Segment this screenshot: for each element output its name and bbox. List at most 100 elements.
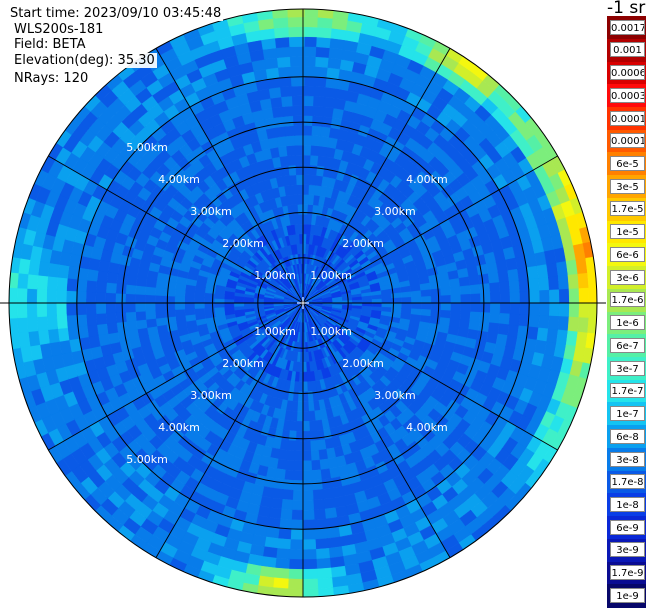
data-bin (65, 301, 77, 316)
range-ring-label: 2.00km (222, 237, 264, 250)
data-bin (292, 115, 305, 126)
data-bin (301, 549, 317, 560)
azimuth-spoke (302, 155, 558, 304)
data-bin (85, 312, 98, 326)
data-bin (314, 548, 331, 560)
data-bin (499, 302, 511, 316)
data-bin (95, 312, 107, 325)
colorbar-cell: 1e-8 (607, 493, 646, 517)
data-bin (519, 290, 531, 305)
data-bin (46, 314, 58, 331)
data-bin (154, 309, 166, 319)
data-bin (56, 288, 67, 304)
data-bin (115, 301, 126, 314)
colorbar-tick-label: 0.0006 (610, 65, 645, 81)
data-bin (289, 56, 305, 67)
azimuth-spoke (155, 48, 304, 304)
colorbar-cell: 1e-9 (607, 584, 646, 608)
data-bin (289, 46, 305, 57)
data-bin (75, 301, 87, 316)
data-bin (36, 301, 48, 318)
data-bin (302, 75, 317, 87)
data-bin (294, 144, 304, 156)
data-bin (314, 557, 332, 570)
range-ring-label: 2.00km (342, 357, 384, 370)
start-time-label: Start time: 2023/09/10 03:45:48 (8, 6, 224, 21)
azimuth-spoke (302, 302, 451, 558)
range-ring-label: 1.00km (310, 269, 352, 282)
data-bin (56, 313, 68, 330)
data-bin (145, 309, 157, 320)
data-bin (290, 65, 305, 77)
data-bin (288, 539, 304, 550)
range-ring-label: 2.00km (342, 237, 384, 250)
colorbar: 0.0017 0.001 0.0006 0.0003 0.00017 0.0001 6e-5… (606, 16, 647, 608)
colorbar-cell: 0.0017 (607, 16, 646, 40)
instrument-label: WLS200s-181 (12, 22, 106, 37)
data-bin (286, 578, 304, 590)
data-bin (274, 36, 292, 49)
colorbar-tick-label: 1.7e-6 (610, 292, 645, 308)
colorbar-cell: 3e-5 (607, 175, 646, 199)
data-bin (36, 287, 48, 304)
data-bin (577, 272, 590, 291)
data-bin (302, 450, 312, 462)
range-ring-label: 4.00km (158, 173, 200, 186)
colorbar-tick-label: 3e-7 (610, 360, 645, 376)
colorbar-cell: 0.0001 (607, 129, 646, 153)
colorbar-cell: 6e-7 (607, 334, 646, 358)
data-bin (75, 289, 87, 304)
data-bin (105, 311, 117, 324)
data-bin (508, 280, 521, 294)
data-bin (273, 26, 291, 39)
colorbar-cell: 1.7e-5 (607, 197, 646, 222)
colorbar-tick-label: 1.7e-8 (610, 474, 645, 490)
data-bin (16, 301, 28, 319)
data-bin (449, 286, 461, 297)
data-bin (469, 284, 481, 296)
data-bin (26, 301, 38, 318)
data-bin (154, 301, 166, 311)
colorbar-tick-label: 1.7e-5 (610, 201, 645, 217)
data-bin (301, 519, 316, 531)
data-bin (499, 291, 511, 305)
range-ring (166, 166, 440, 440)
range-ring-label: 1.00km (254, 269, 296, 282)
azimuth-spoke (155, 302, 304, 558)
data-bin (440, 287, 452, 297)
data-bin (272, 16, 291, 29)
data-bin (302, 85, 316, 97)
colorbar-cell: 3e-8 (607, 447, 646, 472)
data-bin (312, 508, 326, 521)
colorbar-cell: 0.001 (607, 38, 646, 62)
range-ring-label: 1.00km (254, 325, 296, 338)
colorbar-tick-label: 1e-6 (610, 315, 645, 331)
colorbar-cell: 1.7e-8 (607, 470, 646, 494)
colorbar-cell: 0.0006 (607, 61, 646, 85)
data-bin (290, 499, 304, 511)
data-bin (489, 282, 501, 295)
data-bin (287, 154, 297, 166)
data-bin (578, 302, 590, 320)
elevation-label: Elevation(deg): 35.30 (12, 53, 157, 68)
azimuth-spoke (302, 48, 451, 304)
data-bin (288, 26, 305, 38)
data-bin (529, 302, 541, 317)
colorbar-tick-label: 6e-6 (610, 246, 645, 262)
data-bin (295, 154, 305, 166)
data-bin (144, 302, 156, 312)
data-bin (95, 290, 107, 304)
data-bin (293, 135, 305, 146)
range-rings (76, 76, 530, 530)
data-bin (125, 301, 136, 313)
field-label: Field: BETA (12, 37, 88, 52)
colorbar-tick-label: 0.001 (610, 42, 645, 58)
data-bin (302, 125, 314, 136)
data-bin (295, 164, 304, 176)
range-ring-label: 3.00km (374, 389, 416, 402)
colorbar-cell: 6e-9 (607, 516, 646, 540)
colorbar-tick-label: 1.7e-9 (610, 565, 645, 581)
colorbar-tick-label: 1.7e-7 (610, 383, 645, 399)
azimuth-spoke (302, 302, 558, 451)
data-bin (36, 314, 49, 332)
